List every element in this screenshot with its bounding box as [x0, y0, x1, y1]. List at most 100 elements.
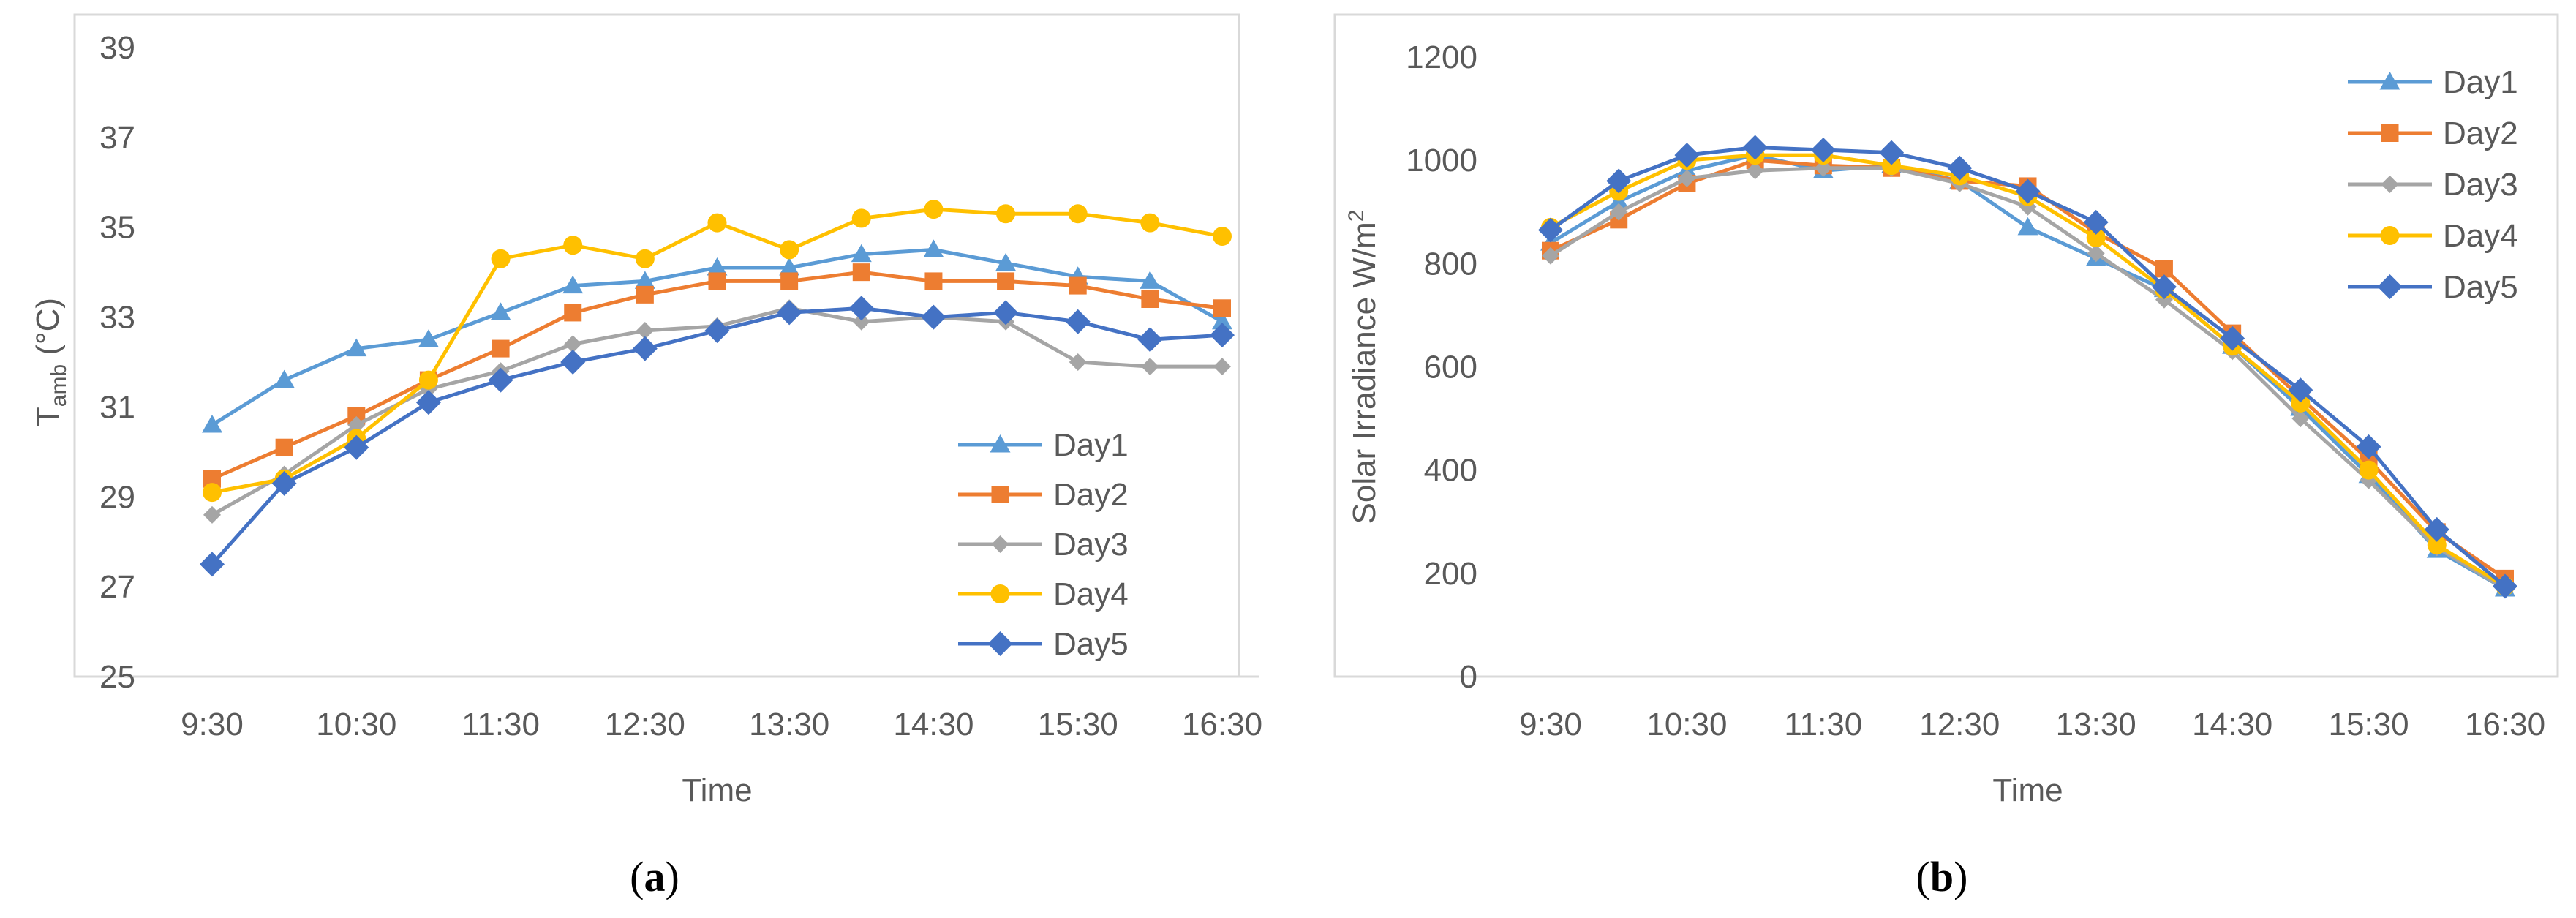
chart-a-data-point-day4: [996, 204, 1016, 224]
chart-a-data-point-day1: [418, 329, 439, 347]
chart-b-data-point-day5: [1538, 217, 1563, 243]
chart-b-data-point-day5: [2424, 516, 2449, 542]
chart-a-data-point-day4: [635, 249, 655, 268]
chart-b-y-tick-label: 400: [1424, 453, 1477, 489]
chart-b-series-day2: [1542, 151, 2514, 587]
chart-a-legend-marker-day1: [990, 434, 1011, 453]
chart-a-x-tick-label: 12:30: [605, 707, 685, 742]
chart-a-x-tick-label: 14:30: [893, 707, 973, 742]
chart-a-y-tick-label: 31: [99, 389, 135, 425]
chart-a-data-point-day1: [779, 257, 800, 276]
chart-a-data-point-day2: [636, 285, 654, 304]
chart-b-legend-label-day5: Day5: [2443, 269, 2518, 305]
chart-b-caption: (b): [1916, 853, 1968, 900]
chart-a-data-point-day5: [200, 552, 225, 577]
chart-a-data-point-day1: [923, 239, 944, 257]
chart-a-legend-marker-day2: [991, 486, 1009, 503]
chart-b-data-point-day3: [2087, 244, 2105, 263]
chart-b-data-point-day4: [2086, 228, 2106, 248]
chart-a-data-point-day5: [704, 318, 730, 343]
chart-b-data-point-day4: [1882, 156, 1902, 176]
chart-b-legend-marker-day5: [2377, 274, 2403, 299]
chart-a-data-point-day4: [203, 483, 222, 503]
chart-b-y-tick-label: 0: [1460, 659, 1477, 695]
chart-a-y-tick-label: 37: [99, 120, 135, 156]
chart-a-data-point-day2: [492, 339, 510, 358]
chart-a-data-point-day2: [780, 272, 799, 290]
chart-b-data-point-day5: [2015, 178, 2041, 204]
chart-b-legend-label-day2: Day2: [2443, 116, 2518, 151]
chart-a-data-point-day2: [1213, 299, 1231, 317]
chart-a-data-point-day4: [780, 240, 799, 260]
chart-a-data-point-day5: [560, 350, 586, 375]
chart-a-legend: Day1 Day2 Day3 Day4 Day5: [958, 427, 1129, 662]
chart-b-y-tick-label: 1200: [1406, 39, 1477, 75]
chart-a-data-point-day1: [274, 369, 295, 388]
chart-a-y-tick-label: 39: [99, 30, 135, 66]
chart-b-x-tick-label: 13:30: [2056, 707, 2136, 742]
chart-b-x-tick-label: 14:30: [2192, 707, 2272, 742]
chart-b-data-point-day3: [1746, 162, 1764, 180]
chart-a-data-point-day3: [1069, 353, 1087, 371]
chart-a-data-point-day1: [1140, 271, 1161, 289]
chart-b-frame: [1333, 13, 2559, 678]
chart-b-data-point-day5: [1674, 143, 1700, 168]
chart-b-data-point-day1: [2017, 217, 2038, 236]
chart-a-data-point-day1: [995, 252, 1017, 271]
chart-a-data-point-day2: [852, 263, 870, 282]
chart-b-x-tick-label: 11:30: [1784, 707, 1862, 742]
chart-a-data-point-day5: [1137, 327, 1163, 353]
chart-a-legend-marker-day5: [987, 631, 1013, 656]
chart-a-x-tick-label: 13:30: [749, 707, 829, 742]
chart-a-y-tick-label: 35: [99, 210, 135, 246]
chart-b-x-tick-label: 16:30: [2465, 707, 2545, 742]
chart-a-data-point-day2: [564, 304, 582, 322]
chart-a-data-point-day3: [347, 416, 366, 434]
chart-a-data-point-day2: [997, 272, 1015, 290]
chart-b-data-point-day4: [2291, 393, 2311, 413]
chart-a-data-point-day1: [851, 244, 872, 263]
chart-b-data-point-day5: [1879, 140, 1905, 165]
chart-b-x-axis-title: Time: [1992, 772, 2063, 808]
chart-b-data-point-day3: [1542, 247, 1559, 265]
chart-a-data-point-day5: [1065, 309, 1091, 334]
chart-b-legend-marker-day1: [2379, 72, 2400, 90]
chart-a-data-point-day2: [1069, 276, 1087, 295]
chart-a-data-point-day1: [707, 257, 728, 276]
chart-b-y-tick-label: 800: [1424, 246, 1477, 282]
chart-b-legend-marker-day4: [2380, 226, 2400, 245]
chart-a-ambient-temperature: 25 27 29 31 33 35 37 39 9:30 10:30 11:30 12:30 13:30…: [30, 13, 1262, 900]
chart-b-x-tick-label: 10:30: [1646, 707, 1727, 742]
chart-a-legend-marker-day4: [990, 584, 1010, 603]
chart-a-data-point-day5: [777, 300, 802, 326]
chart-b-y-axis-title: Solar Irradiance W/m2: [1344, 210, 1382, 524]
chart-a-data-point-day4: [1068, 204, 1088, 224]
chart-b-x-tick-label: 15:30: [2329, 707, 2409, 742]
chart-a-x-tick-label: 9:30: [181, 707, 244, 742]
chart-b-y-tick-label: 600: [1424, 350, 1477, 385]
chart-a-y-tick-label: 29: [99, 479, 135, 515]
chart-b-legend-label-day4: Day4: [2443, 218, 2518, 254]
chart-a-y-tick-label: 27: [99, 569, 135, 605]
chart-b-series-day5: [1538, 135, 2517, 599]
chart-b-data-point-day4: [2427, 535, 2447, 555]
chart-b-legend-label-day3: Day3: [2443, 167, 2518, 203]
chart-a-x-tick-label: 11:30: [462, 707, 540, 742]
chart-b-data-point-day5: [1947, 155, 1973, 181]
chart-a-series-day1: [202, 239, 1232, 433]
chart-b-data-point-day3: [2291, 410, 2310, 428]
chart-a-data-point-day4: [563, 236, 583, 255]
chart-a-data-point-day5: [848, 296, 874, 321]
chart-b-data-point-day5: [2151, 274, 2177, 300]
chart-b-data-point-day5: [2493, 573, 2517, 599]
chart-a-data-point-day5: [344, 434, 369, 460]
chart-b-data-point-day5: [2288, 377, 2313, 403]
chart-b-legend-marker-day3: [2381, 176, 2399, 193]
chart-b-data-point-day5: [1606, 168, 1632, 194]
chart-a-data-point-day4: [707, 213, 727, 233]
chart-a-data-point-day3: [636, 322, 654, 339]
chart-a-legend-label-day1: Day1: [1053, 427, 1129, 463]
chart-b-legend-label-day1: Day1: [2443, 64, 2518, 100]
chart-a-data-point-day2: [924, 272, 943, 290]
